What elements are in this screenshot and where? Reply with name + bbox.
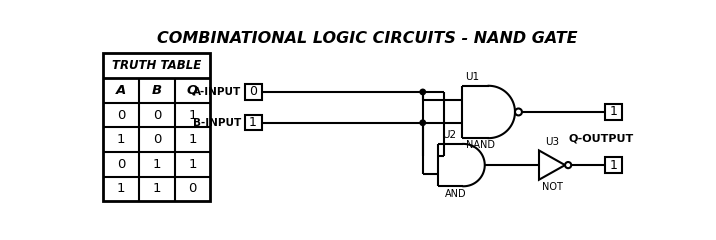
Text: 1: 1 [188,158,197,171]
Circle shape [565,162,571,168]
Text: 0: 0 [249,85,257,98]
Text: 1: 1 [153,182,161,195]
Text: 0: 0 [117,108,125,121]
Text: 0: 0 [117,158,125,171]
Polygon shape [539,150,565,180]
Text: B-INPUT: B-INPUT [193,118,241,128]
Text: U2: U2 [442,130,456,140]
Text: TRUTH TABLE: TRUTH TABLE [112,59,201,72]
Text: NOT: NOT [541,182,563,192]
Circle shape [420,89,425,95]
Circle shape [420,120,425,126]
Bar [103,54,211,201]
Text: Q: Q [187,84,198,97]
Bar [605,104,622,120]
Text: A: A [116,84,127,97]
Text: 0: 0 [188,182,197,195]
Text: 1: 1 [609,105,617,119]
Text: COMBINATIONAL LOGIC CIRCUITS - NAND GATE: COMBINATIONAL LOGIC CIRCUITS - NAND GATE [157,31,577,46]
Bar [605,157,622,173]
Text: A-INPUT: A-INPUT [193,87,241,97]
Bar [244,84,261,100]
Text: 0: 0 [153,133,161,146]
Text: 1: 1 [117,182,125,195]
Text: B: B [152,84,162,97]
Text: NAND: NAND [466,140,495,150]
Circle shape [515,108,522,115]
Text: U3: U3 [545,137,559,147]
Text: AND: AND [445,189,467,198]
Text: 1: 1 [188,108,197,121]
Text: Q-OUTPUT: Q-OUTPUT [569,133,634,144]
Text: 0: 0 [153,108,161,121]
Text: 1: 1 [609,159,617,172]
Text: 1: 1 [153,158,161,171]
Text: 1: 1 [117,133,125,146]
Text: 1: 1 [249,116,257,129]
Text: U1: U1 [465,72,480,82]
Bar [244,115,261,131]
Text: 1: 1 [188,133,197,146]
